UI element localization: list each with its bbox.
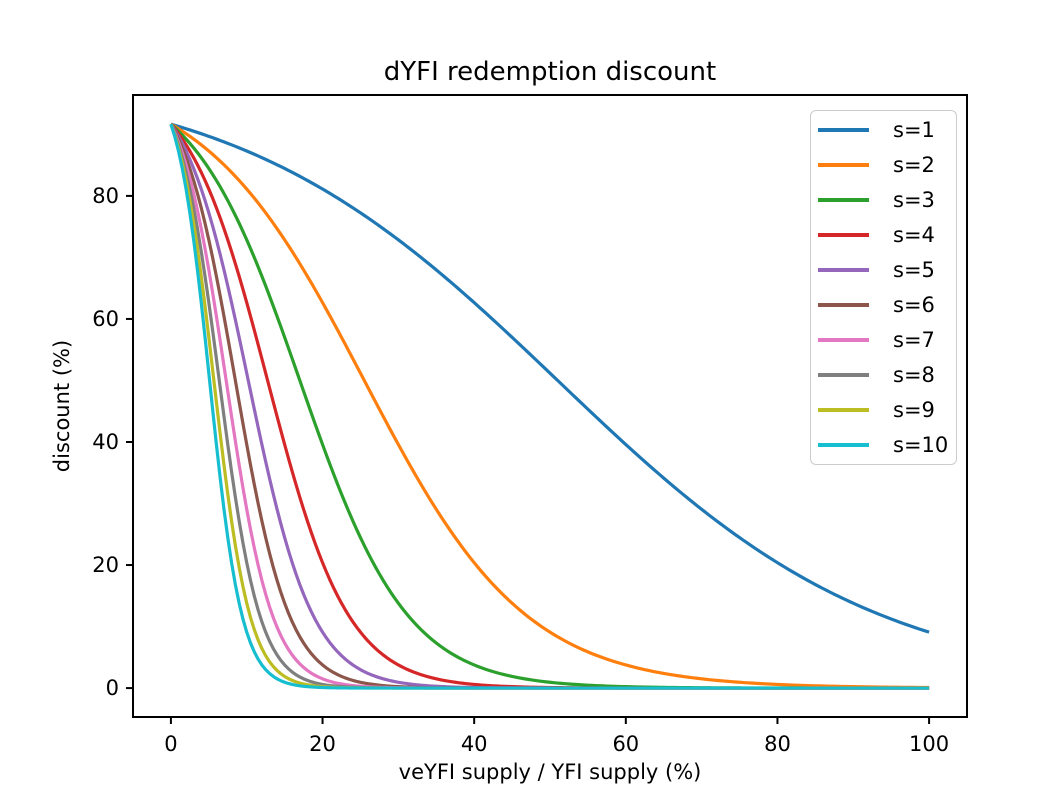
x-tick-label: 20 — [309, 732, 336, 756]
legend-label: s=6 — [893, 292, 935, 317]
chart-title: dYFI redemption discount — [383, 57, 717, 87]
x-axis-label: veYFI supply / YFI supply (%) — [398, 760, 702, 784]
curve-s=1 — [170, 122, 930, 634]
legend-line-icon — [818, 128, 869, 133]
legend: s=1 s=2 s=3 s=4 s=5 s=6 s=7 s=8 s=9 s=10 — [810, 110, 957, 465]
legend-label: s=2 — [893, 153, 935, 178]
legend-item-s=5: s=5 — [811, 253, 956, 288]
legend-label: s=5 — [893, 258, 935, 283]
legend-label: s=10 — [893, 432, 949, 457]
legend-line-icon — [818, 337, 869, 342]
y-tick-label: 20 — [92, 553, 119, 577]
y-tick-label: 40 — [92, 430, 119, 454]
legend-item-s=10: s=10 — [811, 427, 956, 462]
legend-line-icon — [818, 268, 869, 273]
legend-label: s=8 — [893, 362, 935, 387]
legend-label: s=9 — [893, 397, 935, 422]
curve-s=10 — [169, 123, 930, 690]
x-tick-label: 40 — [461, 732, 488, 756]
legend-line-icon — [818, 442, 869, 447]
legend-label: s=1 — [893, 118, 935, 143]
legend-item-s=1: s=1 — [811, 113, 956, 148]
legend-item-s=2: s=2 — [811, 148, 956, 183]
curve-s=2 — [170, 122, 930, 690]
x-tick-label: 80 — [764, 732, 791, 756]
legend-item-s=9: s=9 — [811, 392, 956, 427]
legend-item-s=3: s=3 — [811, 183, 956, 218]
legend-item-s=6: s=6 — [811, 288, 956, 323]
x-tick-label: 60 — [612, 732, 639, 756]
legend-line-icon — [818, 233, 869, 238]
y-tick-label: 80 — [92, 184, 119, 208]
legend-label: s=7 — [893, 327, 935, 352]
legend-item-s=7: s=7 — [811, 322, 956, 357]
legend-item-s=8: s=8 — [811, 357, 956, 392]
y-tick-label: 60 — [92, 307, 119, 331]
legend-item-s=4: s=4 — [811, 218, 956, 253]
legend-label: s=4 — [893, 223, 935, 248]
legend-line-icon — [818, 198, 869, 203]
axes-frame — [132, 94, 968, 718]
legend-line-icon — [818, 163, 869, 168]
x-tick-label: 0 — [164, 732, 177, 756]
legend-line-icon — [818, 302, 869, 307]
y-axis-label: discount (%) — [50, 339, 74, 473]
legend-line-icon — [818, 372, 869, 377]
x-tick-label: 100 — [909, 732, 949, 756]
y-tick-label: 0 — [106, 676, 119, 700]
legend-label: s=3 — [893, 188, 935, 213]
legend-line-icon — [818, 407, 869, 412]
